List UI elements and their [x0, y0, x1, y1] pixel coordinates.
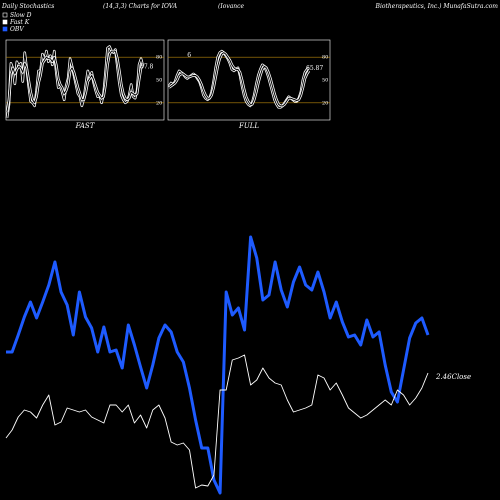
header-params: (14,3,3) Charts for IOVA	[103, 3, 178, 10]
legend-label: Slow D	[10, 12, 32, 19]
stoch-series-line	[168, 52, 310, 107]
legend-swatch	[2, 26, 8, 32]
header-company-a: (Iovance	[218, 3, 245, 10]
last-value-label: 67.8	[140, 63, 154, 70]
panel-annotation: 6	[187, 52, 191, 59]
stoch-series-line	[6, 50, 144, 112]
legend-swatch	[2, 12, 8, 18]
y-tick-label: 20	[156, 100, 162, 106]
last-value-label: 65.87	[306, 65, 323, 72]
price-line	[5, 354, 429, 489]
header-company-b: Biotherapeutics, Inc.) MunafaSutra.com	[375, 3, 499, 10]
panel-label: FULL	[238, 122, 259, 130]
legend-label: Fast K	[9, 19, 30, 26]
y-tick-label: 80	[322, 55, 328, 61]
obv-price-panel: 2.46Close	[5, 235, 471, 495]
y-tick-label: 20	[322, 100, 328, 106]
y-tick-label: 80	[156, 55, 162, 61]
y-tick-label: 50	[156, 78, 162, 84]
panel-label: FAST	[75, 122, 96, 130]
stoch-panel-full: 20 50 80 65.87 6 FULL	[167, 39, 331, 130]
header-title: Daily Stochastics	[1, 3, 54, 10]
close-label: 2.46Close	[435, 373, 471, 381]
obv-line	[6, 235, 430, 495]
y-tick-label: 50	[322, 78, 328, 84]
legend-label: OBV	[10, 26, 24, 33]
legend-swatch	[2, 19, 8, 25]
